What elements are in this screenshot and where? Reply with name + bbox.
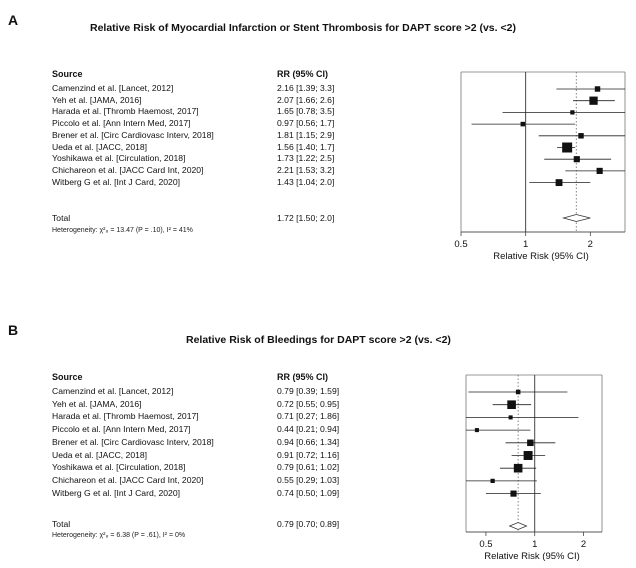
study-rr-label: 0.74 [0.50; 1.09]: [277, 487, 340, 498]
study-rr-label: 0.97 [0.56; 1.7]: [277, 118, 335, 129]
study-rr-label: 0.94 [0.66; 1.34]: [277, 436, 340, 447]
x-tick-label: 1: [532, 539, 537, 550]
study-source-label: Camenzind et al. [Lancet, 2012]: [52, 83, 174, 93]
study-rr-label: 2.07 [1.66; 2.6]: [277, 94, 335, 105]
study-rr-label: 0.79 [0.39; 1.59]: [277, 386, 340, 396]
study-point-estimate: [527, 439, 534, 447]
study-point-estimate: [523, 451, 533, 460]
study-rr-label: 1.81 [1.15; 2.9]: [277, 129, 335, 140]
pooled-diamond: [508, 522, 528, 530]
x-axis-label: Relative Risk (95% CI): [493, 251, 589, 262]
study-point-estimate: [510, 490, 517, 497]
panel-b-rr-header: RR (95% CI): [277, 372, 329, 382]
x-tick-label: 0.5: [454, 239, 467, 250]
study-point-estimate: [513, 463, 523, 473]
study-rr-label: 1.43 [1.04; 2.0]: [277, 176, 335, 187]
study-rr-label: 2.21 [1.53; 3.2]: [277, 164, 335, 175]
study-source-label: Piccolo et al. [Ann Intern Med, 2017]: [52, 118, 191, 129]
x-tick-label: 0.5: [479, 539, 492, 550]
study-rr-label: 0.44 [0.21; 0.94]: [277, 424, 340, 435]
study-source-label: Yoshikawa et al. [Circulation, 2018]: [52, 462, 186, 473]
study-point-estimate: [562, 142, 573, 153]
study-point-estimate: [474, 428, 479, 433]
study-rr-label: 0.72 [0.55; 0.95]: [277, 398, 340, 409]
panel-a-heterogeneity: Heterogeneity: χ²₈ = 13.47 (P = .10), I²…: [52, 227, 193, 234]
panel-a: A Relative Risk of Myocardial Infarction…: [8, 12, 626, 262]
panel-b-heterogeneity: Heterogeneity: χ²₈ = 6.38 (P = .61), I² …: [52, 532, 186, 539]
panel-a-total-rr: 1.72 [1.50; 2.0]: [277, 213, 335, 223]
panel-b-title: Relative Risk of Bleedings for DAPT scor…: [186, 334, 451, 346]
study-point-estimate: [589, 96, 598, 105]
x-tick-label: 2: [588, 239, 593, 250]
study-source-label: Yeh et al. [JAMA, 2016]: [52, 94, 142, 105]
pooled-diamond: [561, 214, 591, 222]
study-source-label: Witberg G et al. [Int J Card, 2020]: [52, 176, 181, 187]
study-point-estimate: [508, 415, 513, 420]
study-source-label: Ueda et al. [JACC, 2018]: [52, 141, 148, 152]
study-source-label: Harada et al. [Thromb Haemost, 2017]: [52, 411, 199, 422]
study-rr-label: 1.56 [1.40; 1.7]: [277, 141, 335, 152]
study-point-estimate: [594, 86, 601, 92]
study-point-estimate: [573, 156, 580, 163]
study-rr-label: 1.65 [0.78; 3.5]: [277, 106, 335, 117]
panel-a-rr-header: RR (95% CI): [277, 69, 329, 79]
study-point-estimate: [555, 179, 563, 187]
study-source-label: Chichareon et al. [JACC Card Int, 2020]: [52, 164, 204, 175]
study-rr-label: 0.55 [0.29; 1.03]: [277, 474, 340, 485]
panel-a-letter: A: [8, 12, 19, 28]
panel-b-total-rr: 0.79 [0.70; 0.89]: [277, 519, 340, 529]
study-source-label: Camenzind et al. [Lancet, 2012]: [52, 386, 174, 396]
panel-b-total-label: Total: [52, 519, 71, 529]
study-rr-label: 2.16 [1.39; 3.3]: [277, 83, 335, 93]
panel-a-source-header: Source: [52, 69, 83, 79]
panel-b: B Relative Risk of Bleedings for DAPT sc…: [0, 300, 636, 568]
study-rr-label: 0.79 [0.61; 1.02]: [277, 462, 340, 473]
study-source-label: Yoshikawa et al. [Circulation, 2018]: [52, 153, 186, 164]
study-source-label: Chichareon et al. [JACC Card Int, 2020]: [52, 474, 204, 485]
panel-a-title: Relative Risk of Myocardial Infarction o…: [90, 22, 516, 34]
panel-b-source-header: Source: [52, 372, 83, 382]
study-point-estimate: [570, 110, 575, 115]
study-source-label: Piccolo et al. [Ann Intern Med, 2017]: [52, 424, 191, 435]
study-point-estimate: [520, 121, 526, 127]
study-source-label: Yeh et al. [JAMA, 2016]: [52, 398, 142, 409]
panel-a-total-label: Total: [52, 213, 71, 223]
study-rr-label: 1.73 [1.22; 2.5]: [277, 153, 335, 164]
study-point-estimate: [596, 167, 603, 174]
x-tick-label: 2: [581, 539, 586, 550]
study-point-estimate: [515, 389, 521, 395]
study-rr-label: 0.91 [0.72; 1.16]: [277, 449, 340, 460]
panel-b-letter: B: [8, 322, 19, 338]
study-rr-label: 0.71 [0.27; 1.86]: [277, 411, 340, 422]
x-axis-label: Relative Risk (95% CI): [484, 551, 580, 562]
study-source-label: Witberg G et al. [Int J Card, 2020]: [52, 487, 181, 498]
study-source-label: Harada et al. [Thromb Haemost, 2017]: [52, 106, 199, 117]
study-source-label: Brener et al. [Circ Cardiovasc Interv, 2…: [52, 129, 214, 140]
study-point-estimate: [507, 400, 516, 409]
study-point-estimate: [578, 133, 584, 139]
study-point-estimate: [490, 478, 495, 484]
x-tick-label: 1: [523, 239, 528, 250]
study-source-label: Ueda et al. [JACC, 2018]: [52, 449, 148, 460]
study-source-label: Brener et al. [Circ Cardiovasc Interv, 2…: [52, 436, 214, 447]
